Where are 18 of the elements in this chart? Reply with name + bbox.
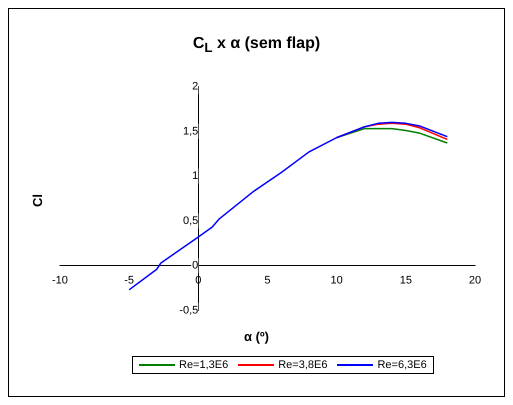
x-tick-label: -5: [124, 274, 134, 286]
x-tick-label: 5: [264, 274, 271, 286]
chart-title: C$_{L}$ x α (sem flap): [192, 35, 322, 56]
y-tick-label: 1: [192, 170, 198, 182]
legend-label: Re=1,3E6: [179, 359, 228, 371]
x-tick-label: -10: [52, 274, 68, 286]
y-tick-label: 1,5: [183, 125, 198, 138]
y-tick-label: 0,5: [183, 214, 198, 227]
x-tick-label: 15: [400, 274, 412, 286]
y-tick-label: -0,5: [179, 304, 198, 316]
legend-label: Re=6,3E6: [377, 359, 427, 371]
y-tick-label: 2: [192, 80, 198, 93]
x-tick-label: 10: [330, 274, 343, 286]
y-tick-label: 0: [192, 260, 198, 272]
legend-label: Re=3,8E6: [278, 359, 328, 371]
y-axis-title: Cl: [30, 194, 45, 207]
x-tick-label: 20: [468, 274, 482, 286]
x-axis-title: α (º): [242, 329, 270, 344]
